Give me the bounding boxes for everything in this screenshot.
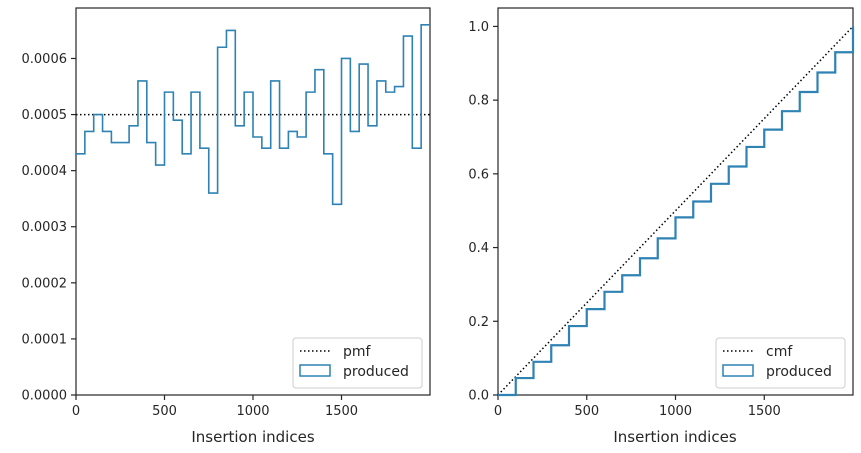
cmf-x-ticks: 0 500 1000 1500 [494, 395, 781, 419]
cmf-x-tick-label: 500 [574, 404, 599, 419]
pmf-y-tick-label: 0.0004 [22, 164, 68, 179]
cmf-y-tick-label: 0.0 [468, 389, 489, 404]
pmf-x-tick-label: 0 [72, 404, 80, 419]
pmf-legend: pmf produced [292, 337, 423, 389]
cmf-x-axis-label: Insertion indices [613, 428, 736, 446]
cmf-legend: cmf produced [715, 337, 846, 389]
pmf-x-tick-label: 500 [152, 404, 177, 419]
pmf-y-tick-label: 0.0002 [22, 276, 68, 291]
cmf-y-tick-label: 0.8 [468, 94, 489, 109]
pmf-x-tick-label: 1500 [325, 404, 358, 419]
cmf-x-tick-label: 0 [494, 404, 502, 419]
cmf-axes-frame [497, 7, 854, 396]
cmf-legend-produced-swatch [722, 364, 754, 377]
pmf-legend-produced-label: produced [343, 364, 409, 380]
cmf-legend-cmf-label: cmf [766, 344, 793, 360]
cmf-x-tick-label: 1500 [748, 404, 781, 419]
pmf-y-tick-label: 0.0005 [22, 108, 68, 123]
pmf-x-tick-label: 1000 [236, 404, 269, 419]
pmf-y-tick-label: 0.0000 [22, 389, 68, 404]
cmf-y-tick-label: 0.4 [468, 241, 489, 256]
pmf-legend-pmf-label: pmf [343, 344, 372, 360]
pmf-x-ticks: 0 500 1000 1500 [72, 395, 358, 419]
pmf-legend-produced-swatch [299, 364, 331, 377]
pmf-panel: 0.0000 0.0001 0.0002 0.0003 0.0004 0.0005 0.00… [22, 7, 431, 446]
cmf-y-ticks: 0.0 0.2 0.4 0.6 0.8 1.0 [468, 20, 498, 404]
cmf-reference-line [497, 25, 854, 396]
pmf-y-tick-label: 0.0003 [22, 220, 68, 235]
cmf-produced-step [498, 26, 855, 397]
cmf-x-tick-label: 1000 [659, 404, 692, 419]
pmf-x-axis-label: Insertion indices [191, 428, 314, 446]
pmf-axes-frame [75, 7, 431, 396]
pmf-produced-step [76, 24, 430, 206]
cmf-y-tick-label: 0.6 [468, 167, 489, 182]
cmf-panel: 0.0 0.2 0.4 0.6 0.8 1.0 0 500 1000 1500 Insertio… [468, 7, 855, 446]
pmf-y-tick-label: 0.0001 [22, 332, 68, 347]
cmf-y-tick-label: 0.2 [468, 315, 489, 330]
cmf-legend-produced-label: produced [766, 364, 832, 380]
pmf-y-ticks: 0.0000 0.0001 0.0002 0.0003 0.0004 0.0005 0.00… [22, 52, 76, 404]
pmf-y-tick-label: 0.0006 [22, 52, 68, 67]
cmf-y-tick-label: 1.0 [468, 20, 489, 35]
